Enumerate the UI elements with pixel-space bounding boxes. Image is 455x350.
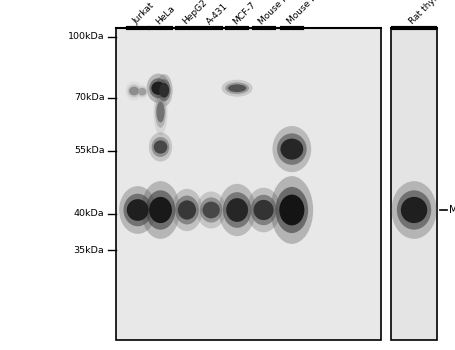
- Ellipse shape: [218, 184, 255, 236]
- Ellipse shape: [149, 197, 172, 223]
- Ellipse shape: [155, 96, 166, 128]
- Ellipse shape: [280, 139, 303, 160]
- Ellipse shape: [156, 102, 164, 122]
- Text: 70kDa: 70kDa: [74, 93, 104, 103]
- Ellipse shape: [157, 79, 170, 102]
- Text: Rat thymus: Rat thymus: [407, 0, 450, 26]
- Ellipse shape: [119, 186, 156, 234]
- Text: 55kDa: 55kDa: [74, 146, 104, 155]
- Text: MCF-7: MCF-7: [230, 0, 257, 26]
- Bar: [116, 28, 380, 340]
- Ellipse shape: [253, 200, 273, 220]
- Ellipse shape: [222, 192, 251, 228]
- Ellipse shape: [278, 195, 304, 225]
- Ellipse shape: [129, 87, 139, 95]
- Ellipse shape: [221, 80, 252, 97]
- Ellipse shape: [196, 191, 225, 229]
- Text: 35kDa: 35kDa: [74, 246, 104, 255]
- Ellipse shape: [126, 199, 148, 221]
- Ellipse shape: [226, 198, 248, 222]
- Ellipse shape: [136, 86, 147, 97]
- Ellipse shape: [270, 176, 313, 244]
- Ellipse shape: [250, 195, 276, 225]
- Ellipse shape: [228, 84, 246, 92]
- Ellipse shape: [396, 190, 430, 230]
- Ellipse shape: [138, 88, 146, 96]
- Ellipse shape: [159, 83, 169, 98]
- Ellipse shape: [199, 197, 222, 223]
- Text: Jurkat: Jurkat: [131, 1, 156, 26]
- Ellipse shape: [149, 78, 167, 98]
- Ellipse shape: [151, 82, 165, 95]
- Ellipse shape: [177, 200, 196, 220]
- Ellipse shape: [151, 137, 169, 157]
- Ellipse shape: [123, 194, 152, 226]
- Bar: [390, 28, 436, 340]
- Ellipse shape: [141, 181, 179, 239]
- Ellipse shape: [153, 140, 167, 154]
- Ellipse shape: [171, 189, 202, 231]
- Ellipse shape: [225, 82, 248, 94]
- Ellipse shape: [175, 196, 198, 224]
- Text: HeLa: HeLa: [154, 4, 176, 26]
- Ellipse shape: [391, 181, 435, 239]
- Ellipse shape: [147, 74, 169, 103]
- Ellipse shape: [148, 132, 172, 162]
- Ellipse shape: [153, 89, 167, 135]
- Ellipse shape: [127, 84, 140, 98]
- Text: MAP2K1: MAP2K1: [448, 205, 455, 215]
- Ellipse shape: [275, 187, 308, 233]
- Text: A-431: A-431: [204, 1, 229, 26]
- Ellipse shape: [202, 202, 219, 218]
- Text: Mouse kidney: Mouse kidney: [285, 0, 335, 26]
- Ellipse shape: [277, 133, 306, 165]
- Ellipse shape: [125, 82, 142, 101]
- Text: Mouse liver: Mouse liver: [257, 0, 300, 26]
- Ellipse shape: [272, 126, 310, 172]
- Ellipse shape: [400, 197, 426, 223]
- Text: 40kDa: 40kDa: [74, 209, 104, 218]
- Text: HepG2: HepG2: [180, 0, 208, 26]
- Ellipse shape: [135, 83, 149, 100]
- Ellipse shape: [155, 74, 172, 106]
- Ellipse shape: [246, 188, 280, 232]
- Ellipse shape: [146, 190, 175, 230]
- Text: 100kDa: 100kDa: [68, 32, 104, 41]
